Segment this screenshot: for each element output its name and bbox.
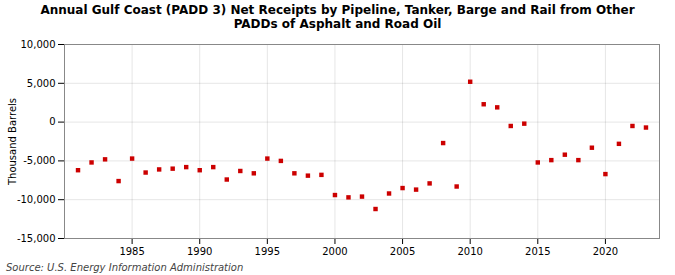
svg-text:1995: 1995: [255, 245, 280, 256]
svg-text:2020: 2020: [593, 245, 618, 256]
svg-text:-15,000: -15,000: [17, 232, 56, 243]
svg-text:2010: 2010: [457, 245, 482, 256]
svg-text:5,000: 5,000: [27, 77, 56, 88]
svg-text:0: 0: [49, 116, 55, 127]
svg-text:2000: 2000: [322, 245, 347, 256]
svg-text:-5,000: -5,000: [23, 155, 55, 166]
html-text:Source: U.S. Energy Informatio: Source: U.S. Energy Information Administ…: [6, 261, 244, 273]
svg-text:-10,000: -10,000: [17, 194, 56, 205]
svg-text:2005: 2005: [390, 245, 415, 256]
html-text:Annual Gulf Coast (PADD 3) Net: Annual Gulf Coast (PADD 3) Net Receipts …: [40, 3, 635, 32]
svg-text:Thousand Barrels: Thousand Barrels: [7, 98, 18, 186]
svg-text:1990: 1990: [187, 245, 212, 256]
svg-text:1985: 1985: [119, 245, 144, 256]
svg-text:10,000: 10,000: [21, 38, 56, 49]
svg-text:2015: 2015: [525, 245, 550, 256]
